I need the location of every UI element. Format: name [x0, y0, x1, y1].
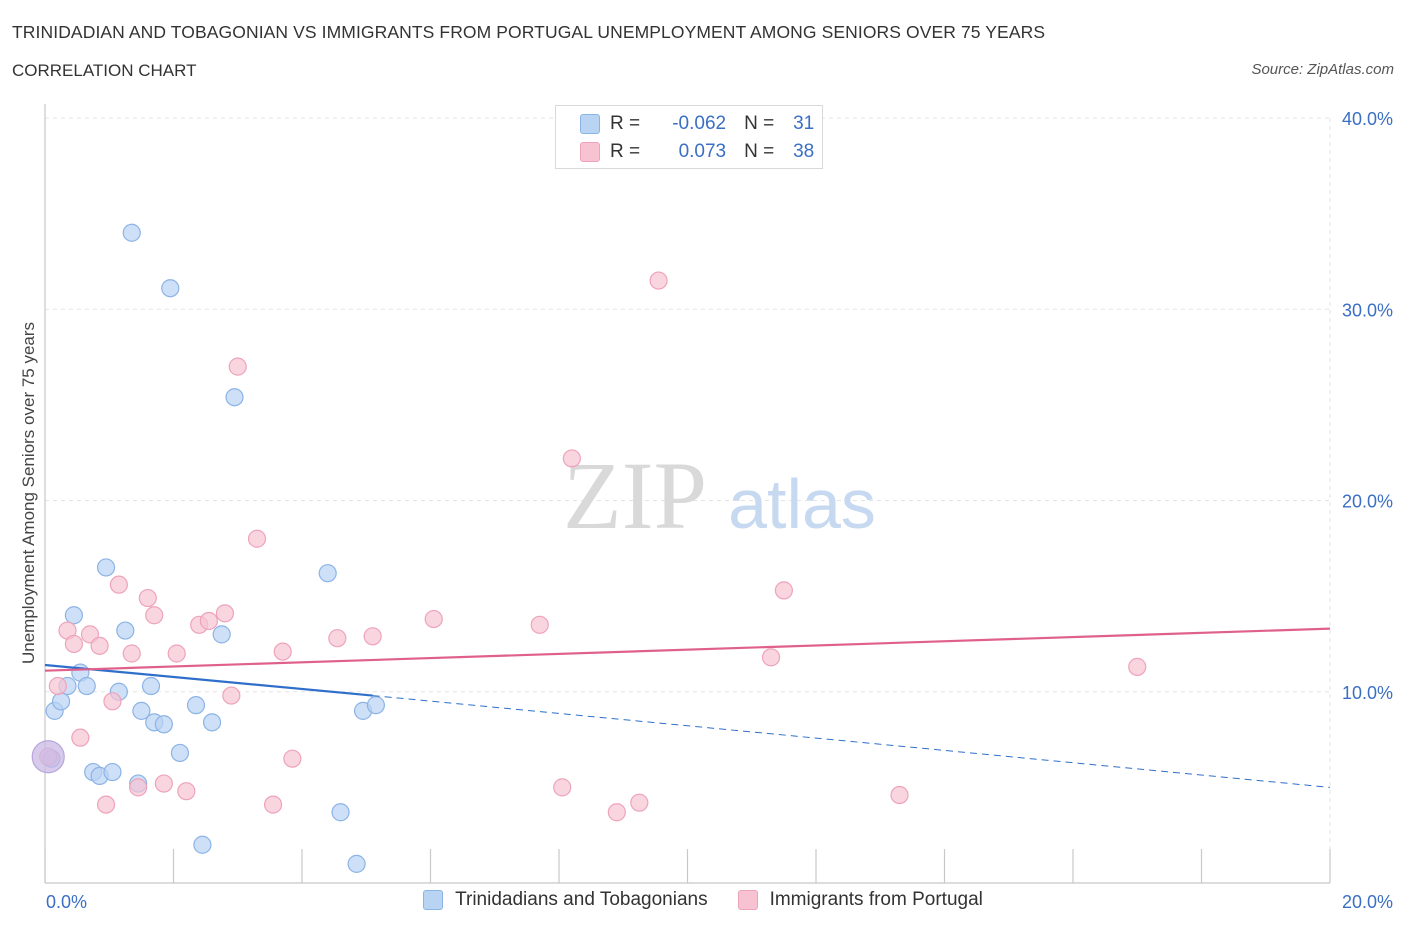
point-portugal	[607, 803, 626, 822]
point-portugal	[167, 644, 186, 663]
point-trinidadian	[202, 713, 222, 732]
point-portugal	[363, 627, 382, 646]
series-swatch-blue	[423, 890, 444, 910]
point-trinidadian	[51, 692, 71, 711]
point-portugal	[215, 604, 234, 623]
point-portugal	[630, 793, 649, 812]
point-trinidadian	[212, 625, 231, 644]
point-portugal	[553, 778, 572, 797]
legend-r-value: -0.062	[672, 113, 727, 134]
y-tick-label: 30.0%	[1342, 300, 1393, 320]
point-trinidadian	[161, 279, 180, 298]
point-trinidadian	[96, 558, 116, 577]
y-tick-label: 40.0%	[1342, 109, 1393, 129]
series-legend-label: Immigrants from Portugal	[769, 889, 983, 910]
legend-n-label: N =	[744, 141, 775, 162]
y-tick-label: 20.0%	[1342, 492, 1393, 512]
point-portugal	[283, 749, 302, 768]
point-trinidadian	[103, 762, 122, 782]
legend-n-value: 38	[793, 141, 815, 162]
point-trinidadian	[64, 606, 84, 625]
point-trinidadian	[132, 701, 151, 720]
point-portugal	[177, 782, 196, 801]
y-axis-label: Unemployment Among Seniors over 75 years	[19, 322, 38, 664]
point-portugal	[129, 778, 148, 797]
point-portugal	[649, 271, 668, 290]
point-trinidadian	[225, 388, 244, 407]
point-portugal	[154, 774, 173, 793]
watermark-atlas: atlas	[728, 465, 876, 543]
legend-row-portugal: R = 0.073 N = 38	[580, 139, 814, 165]
watermark-zip: ZIP	[563, 442, 707, 549]
chart-title: TRINIDADIAN AND TOBAGONIAN VS IMMIGRANTS…	[12, 22, 1046, 42]
legend-r-label: R =	[610, 141, 641, 162]
point-trinidadian	[331, 803, 350, 822]
point-portugal	[761, 648, 781, 667]
legend-n-label: N =	[744, 113, 775, 134]
point-trinidadian	[347, 854, 366, 873]
correlation-legend: R = -0.062 N = 31 R = 0.073 N = 38	[555, 105, 823, 169]
legend-r-value: 0.073	[678, 141, 727, 162]
point-trinidadian	[318, 564, 337, 583]
point-portugal	[64, 634, 84, 654]
trend-line-portugal	[44, 627, 1331, 672]
trend-line-trinidadian-projection	[372, 695, 1331, 788]
point-portugal	[890, 785, 909, 805]
legend-n-value: 31	[793, 113, 815, 134]
legend-swatch-pink	[580, 142, 600, 162]
point-overlap-cluster	[31, 740, 65, 774]
point-portugal	[138, 588, 157, 608]
point-trinidadian	[77, 676, 96, 696]
data-points	[31, 223, 1147, 873]
point-trinidadian	[116, 621, 135, 640]
series-legend-item-portugal[interactable]: Immigrants from Portugal	[737, 889, 983, 911]
point-portugal	[71, 728, 90, 747]
point-portugal	[96, 795, 116, 814]
legend-r-label: R =	[610, 113, 641, 134]
point-trinidadian	[170, 743, 190, 763]
point-portugal	[228, 357, 247, 376]
trend-lines	[44, 627, 1331, 788]
point-portugal	[273, 642, 292, 661]
x-tick-label: 0.0%	[46, 892, 87, 912]
trend-line-trinidadian	[44, 663, 373, 697]
point-portugal	[774, 581, 793, 600]
point-portugal	[263, 795, 283, 814]
chart-subtitle: CORRELATION CHART	[12, 61, 197, 80]
legend-swatch-blue	[580, 114, 600, 134]
point-portugal	[247, 529, 267, 548]
series-swatch-pink	[737, 890, 758, 910]
point-portugal	[424, 609, 443, 629]
legend-row-trinidadian: R = -0.062 N = 31	[580, 111, 814, 137]
point-portugal	[90, 636, 109, 655]
point-portugal	[1128, 657, 1147, 676]
point-trinidadian	[122, 223, 141, 242]
source-label: Source: ZipAtlas.com	[1251, 61, 1394, 78]
point-portugal	[103, 692, 122, 711]
point-portugal	[562, 449, 581, 468]
tick-labels: 10.0% 20.0% 30.0% 40.0% 0.0% 20.0%	[46, 109, 1393, 912]
point-portugal	[328, 629, 347, 648]
series-legend-item-trinidadian[interactable]: Trinidadians and Tobagonians	[423, 889, 708, 911]
point-portugal	[530, 615, 549, 634]
series-legend: Trinidadians and Tobagonians Immigrants …	[0, 889, 1406, 911]
point-portugal	[222, 686, 241, 705]
point-portugal	[122, 644, 141, 663]
point-trinidadian	[154, 715, 173, 734]
point-trinidadian	[366, 696, 385, 715]
point-trinidadian	[193, 835, 212, 854]
series-legend-label: Trinidadians and Tobagonians	[455, 889, 708, 910]
point-portugal	[145, 606, 164, 625]
point-portugal	[199, 611, 218, 631]
point-portugal	[48, 676, 67, 696]
point-portugal	[109, 575, 128, 594]
y-tick-label: 10.0%	[1342, 683, 1393, 703]
x-tick-label: 20.0%	[1342, 892, 1393, 912]
point-trinidadian	[141, 676, 161, 696]
point-trinidadian	[186, 696, 206, 715]
